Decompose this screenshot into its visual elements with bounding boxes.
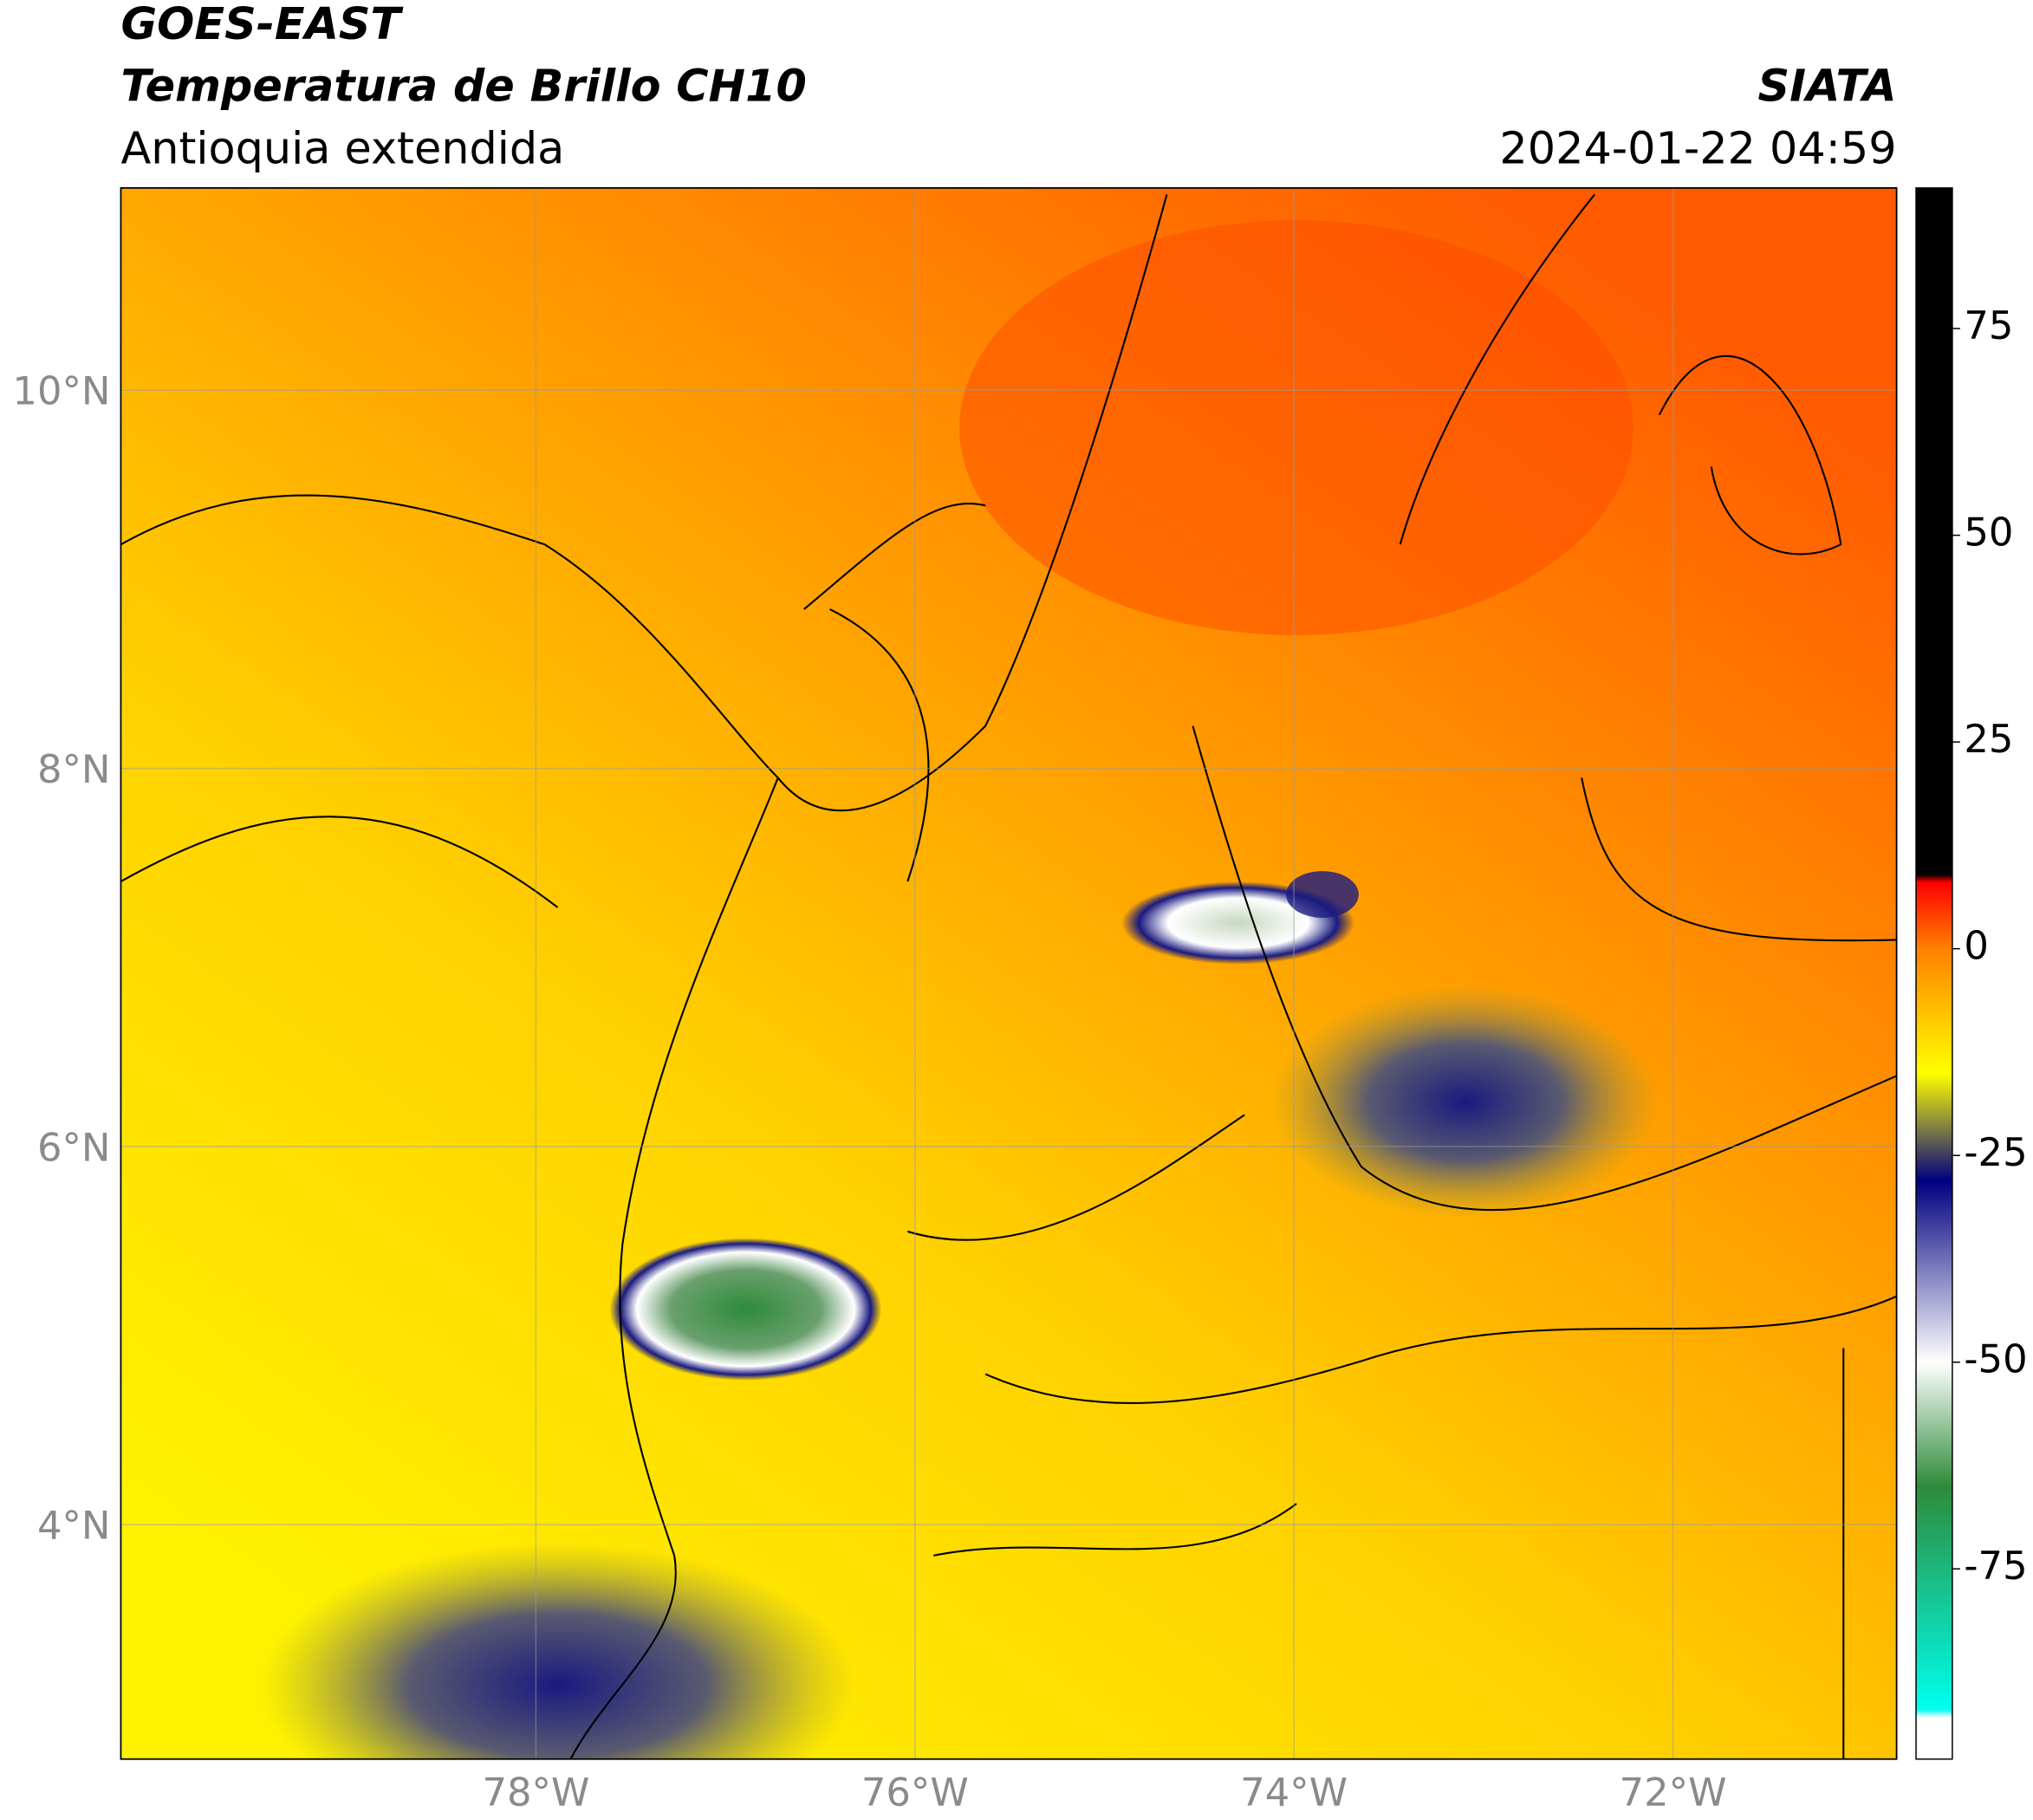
colorbar-tick-label: 75 [1964,302,2013,348]
source: SIATA [1757,61,1896,112]
region: Antioquia extendida [120,122,564,173]
x-tick-label: 74°W [1240,1770,1348,1816]
colorbar-tick-label: 50 [1964,510,2013,556]
colorbar-tick-label: 25 [1964,716,2013,762]
datetime: 2024-01-22 04:59 [1499,122,1896,173]
map-frame [120,186,1898,1760]
colorbar-tick-label: -75 [1964,1543,2027,1589]
map-image [120,187,1897,1759]
y-tick-label: 10°N [12,368,110,414]
title: GOES-EAST [120,0,404,49]
subtitle: Temperatura de Brillo CH10 [120,61,806,112]
colorbar [1915,187,1953,1760]
colorbar-tick-label: -25 [1964,1129,2027,1175]
x-tick-label: 76°W [861,1770,969,1816]
y-tick-label: 4°N [37,1503,111,1549]
y-tick-label: 6°N [37,1124,111,1170]
colorbar-tick-label: -50 [1964,1336,2027,1382]
x-tick-label: 72°W [1620,1770,1727,1816]
x-tick-label: 78°W [482,1770,589,1816]
y-tick-label: 8°N [37,746,111,792]
colorbar-tick-label: 0 [1964,923,1989,969]
